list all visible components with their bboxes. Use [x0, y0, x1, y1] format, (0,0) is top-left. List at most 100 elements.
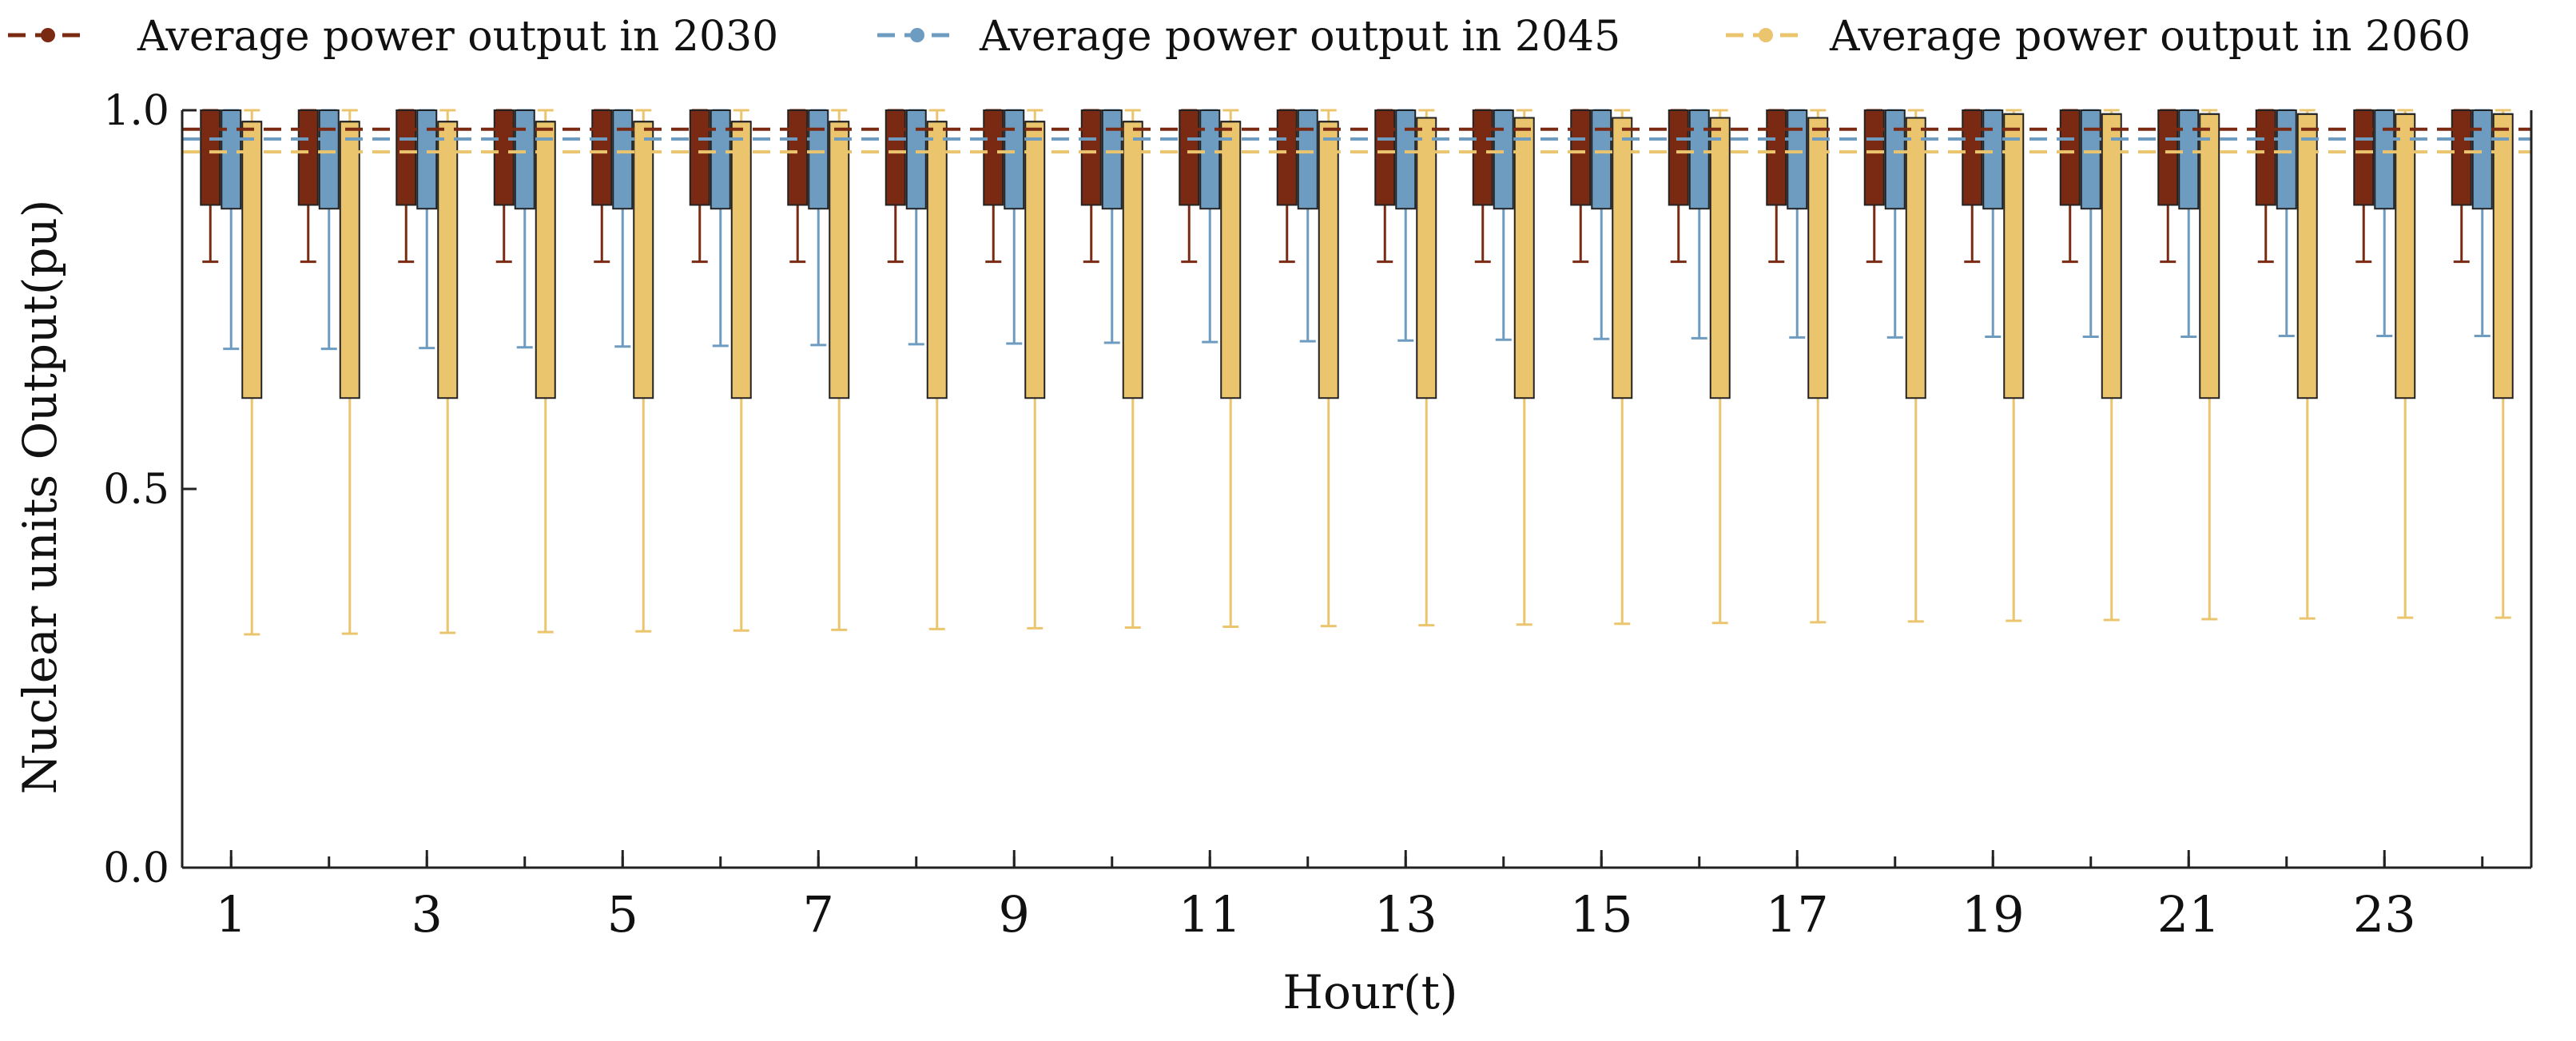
box-2045-hour-21	[2178, 109, 2200, 210]
box-2060-hour-13	[1416, 117, 1437, 399]
x-tick-label-21: 21	[2157, 885, 2220, 944]
x-tick-label-5: 5	[607, 885, 638, 944]
box-2060-hour-2	[339, 121, 360, 399]
box-2030-hour-14	[1472, 109, 1493, 206]
box-2030-hour-8	[885, 109, 906, 206]
box-2060-hour-10	[1122, 121, 1143, 399]
box-2060-hour-7	[829, 121, 850, 399]
box-2060-hour-18	[1905, 117, 1926, 399]
box-2045-hour-4	[514, 109, 535, 210]
box-2030-hour-7	[787, 109, 809, 206]
box-2030-hour-20	[2059, 109, 2081, 206]
box-2045-hour-20	[2080, 109, 2101, 210]
box-2045-hour-19	[1982, 109, 2004, 210]
box-2045-hour-24	[2471, 109, 2493, 210]
box-2060-hour-5	[633, 121, 654, 399]
box-2045-hour-6	[710, 109, 731, 210]
box-2045-hour-11	[1199, 109, 1221, 210]
box-2030-hour-6	[689, 109, 710, 206]
legend-label-2030: Average power output in 2030	[137, 13, 778, 61]
legend-entry-2060: Average power output in 2060	[1726, 13, 2471, 61]
box-2060-hour-1	[241, 121, 263, 399]
box-2030-hour-21	[2157, 109, 2179, 206]
box-2060-hour-22	[2296, 113, 2318, 399]
box-2045-hour-7	[808, 109, 829, 210]
y-axis-title: Nuclear units Output(pu)	[13, 200, 67, 795]
box-2060-hour-9	[1024, 121, 1046, 399]
box-2060-hour-20	[2101, 113, 2122, 399]
x-tick-label-7: 7	[803, 885, 834, 944]
box-2030-hour-10	[1080, 109, 1102, 206]
box-2045-hour-23	[2374, 109, 2395, 210]
box-2045-hour-2	[318, 109, 340, 210]
y-tick-label-1.0: 1.0	[103, 87, 169, 135]
box-2030-hour-2	[297, 109, 319, 206]
box-2030-hour-1	[200, 109, 221, 206]
box-2060-hour-6	[730, 121, 752, 399]
box-2060-hour-24	[2492, 113, 2514, 399]
box-2045-hour-12	[1297, 109, 1318, 210]
x-tick-label-9: 9	[999, 885, 1030, 944]
box-2060-hour-12	[1318, 121, 1339, 399]
box-2030-hour-11	[1179, 109, 1200, 206]
box-2030-hour-16	[1668, 109, 1689, 206]
box-2060-hour-3	[437, 121, 459, 399]
box-2060-hour-11	[1220, 121, 1242, 399]
box-2060-hour-21	[2199, 113, 2220, 399]
box-2030-hour-17	[1766, 109, 1787, 206]
box-2045-hour-14	[1493, 109, 1514, 210]
box-2030-hour-19	[1962, 109, 1983, 206]
box-2045-hour-15	[1591, 109, 1612, 210]
box-2045-hour-3	[416, 109, 438, 210]
legend: Average power output in 2030 Average pow…	[8, 13, 2471, 61]
box-2030-hour-3	[396, 109, 417, 206]
box-2045-hour-1	[221, 109, 242, 210]
box-2030-hour-15	[1570, 109, 1592, 206]
box-2060-hour-17	[1807, 117, 1829, 399]
legend-label-2060: Average power output in 2060	[1829, 13, 2471, 61]
x-axis-title: Hour(t)	[1282, 965, 1457, 1019]
box-2045-hour-17	[1787, 109, 1808, 210]
box-2030-hour-5	[591, 109, 613, 206]
x-tick-label-19: 19	[1962, 885, 2025, 944]
box-2045-hour-9	[1004, 109, 1025, 210]
x-tick-label-13: 13	[1374, 885, 1437, 944]
x-tick-label-23: 23	[2353, 885, 2416, 944]
legend-swatch-2060-marker	[1759, 28, 1773, 42]
box-2045-hour-5	[612, 109, 634, 210]
legend-swatch-2045-marker	[910, 28, 924, 42]
legend-label-2045: Average power output in 2045	[979, 13, 1620, 61]
box-2060-hour-15	[1612, 117, 1633, 399]
box-2060-hour-16	[1709, 117, 1731, 399]
legend-entry-2045: Average power output in 2045	[877, 13, 1620, 61]
box-2045-hour-16	[1688, 109, 1710, 210]
box-2030-hour-9	[983, 109, 1004, 206]
box-2045-hour-10	[1101, 109, 1123, 210]
box-2060-hour-19	[2003, 113, 2025, 399]
box-2030-hour-24	[2451, 109, 2472, 206]
plot-area: 0.00.51.01 3 5 7 9 11 13 15 17 19 21 23	[103, 87, 2533, 944]
y-tick-label-0.5: 0.5	[103, 466, 169, 514]
box-2060-hour-14	[1513, 117, 1535, 399]
box-2030-hour-22	[2255, 109, 2276, 206]
x-tick-label-3: 3	[411, 885, 443, 944]
y-tick-label-0.0: 0.0	[103, 844, 169, 892]
box-2030-hour-18	[1863, 109, 1885, 206]
legend-swatch-2030-marker	[41, 28, 55, 42]
box-2045-hour-18	[1884, 109, 1906, 210]
box-2030-hour-13	[1374, 109, 1396, 206]
box-2060-hour-4	[535, 121, 556, 399]
x-tick-label-15: 15	[1570, 885, 1633, 944]
box-2030-hour-12	[1276, 109, 1298, 206]
box-2060-hour-23	[2395, 113, 2416, 399]
box-2030-hour-23	[2353, 109, 2375, 206]
box-2045-hour-8	[905, 109, 927, 210]
box-2045-hour-13	[1395, 109, 1417, 210]
box-2060-hour-8	[926, 121, 948, 399]
x-tick-label-17: 17	[1766, 885, 1829, 944]
x-tick-label-1: 1	[216, 885, 247, 944]
box-2045-hour-22	[2276, 109, 2297, 210]
box-2030-hour-4	[493, 109, 515, 206]
